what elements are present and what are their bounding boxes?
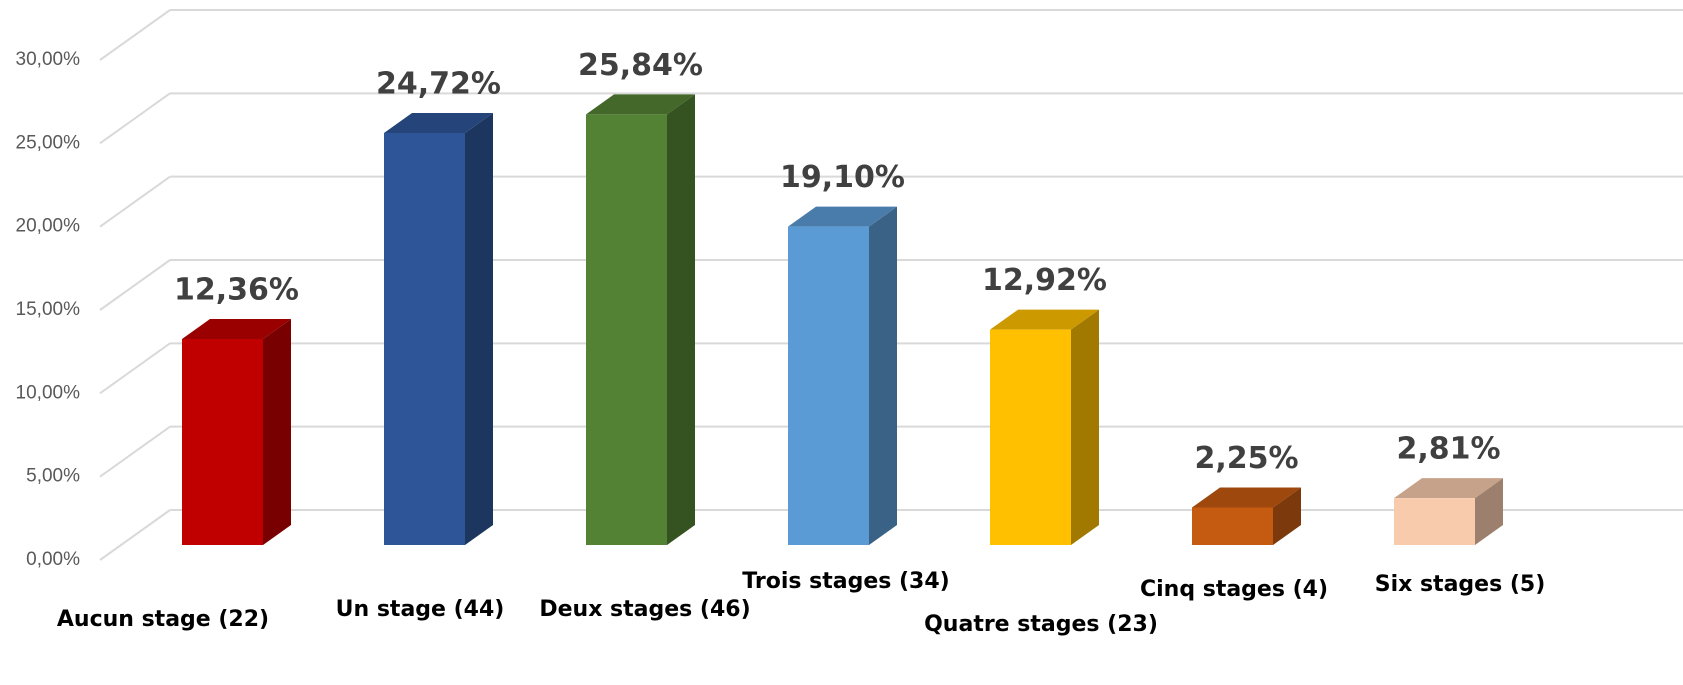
bar-side [1071, 309, 1099, 545]
x-tick-label: Aucun stage (22) [57, 607, 269, 632]
x-tick-label: Un stage (44) [336, 597, 505, 622]
bar-top [788, 206, 897, 227]
value-label: 24,72% [376, 67, 501, 102]
value-label: 12,36% [174, 273, 299, 308]
bar-side [869, 206, 897, 545]
x-tick-label: Six stages (5) [1375, 572, 1546, 597]
bar [990, 309, 1099, 545]
grid-line [99, 9, 171, 61]
bar [384, 113, 493, 545]
bar-side [465, 113, 493, 545]
value-label: 2,25% [1194, 441, 1298, 476]
bar-front [788, 226, 869, 545]
bar [1192, 487, 1301, 545]
bar-side [263, 319, 291, 545]
y-tick-label: 30,00% [16, 49, 81, 70]
bar-front [1394, 498, 1475, 545]
y-tick-label: 10,00% [16, 382, 81, 403]
value-label: 2,81% [1396, 432, 1500, 467]
grid-line [99, 259, 171, 311]
bar [788, 206, 897, 545]
bar-front [990, 329, 1071, 545]
bar-front [1192, 507, 1273, 545]
bar-top [990, 309, 1099, 330]
bar-top [1192, 487, 1301, 508]
grid-line [99, 92, 171, 145]
y-tick-label: 25,00% [16, 132, 81, 153]
value-label: 19,10% [780, 160, 905, 195]
x-tick-label: Deux stages (46) [539, 597, 750, 622]
bar [182, 319, 291, 545]
bar [1394, 478, 1503, 545]
bar-top [384, 113, 493, 133]
y-tick-label: 5,00% [26, 466, 80, 487]
bar-front [182, 339, 263, 545]
bar-front [586, 114, 667, 545]
x-tick-label: Trois stages (34) [742, 569, 949, 594]
grid-line [99, 509, 171, 561]
bar-front [384, 133, 465, 545]
x-tick-label: Cinq stages (4) [1140, 577, 1328, 602]
bar-side [1475, 478, 1503, 545]
bar-top [586, 94, 695, 115]
value-label: 25,84% [578, 48, 703, 83]
value-label: 12,92% [982, 263, 1107, 298]
bar-side [1273, 487, 1301, 545]
grid-line [99, 175, 171, 228]
y-tick-label: 15,00% [16, 299, 81, 320]
bar-side [667, 94, 695, 545]
bar-top [1394, 478, 1503, 499]
grid-line [99, 425, 171, 478]
x-tick-label: Quatre stages (23) [924, 612, 1158, 637]
y-tick-label: 20,00% [16, 216, 81, 237]
bar-top [182, 319, 291, 339]
y-tick-label: 0,00% [26, 549, 80, 570]
grid-line [99, 342, 171, 395]
bar [586, 94, 695, 545]
